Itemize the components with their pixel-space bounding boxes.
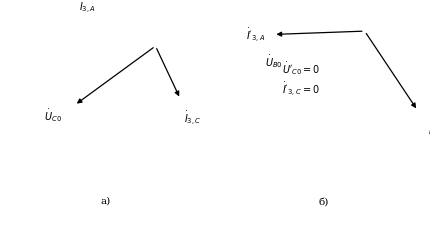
Text: $\dot{I}'_{3,A}$: $\dot{I}'_{3,A}$ [246, 26, 264, 44]
Text: а): а) [100, 196, 111, 205]
Text: $\dot{I}_{3,s}$: $\dot{I}_{3,s}$ [427, 121, 430, 139]
Text: $\dot{I}'_{3,C} = 0$: $\dot{I}'_{3,C} = 0$ [281, 81, 319, 99]
Text: б): б) [317, 196, 328, 205]
Text: $\dot{U}'_{C0} = 0$: $\dot{U}'_{C0} = 0$ [281, 60, 319, 77]
Text: $\dot{U}_{B0}$: $\dot{U}_{B0}$ [264, 53, 282, 70]
Text: $\dot{I}_{3,A}$: $\dot{I}_{3,A}$ [79, 0, 96, 16]
Text: $\dot{I}_{3,C}$: $\dot{I}_{3,C}$ [183, 109, 200, 127]
Text: $\dot{U}_{C0}$: $\dot{U}_{C0}$ [44, 107, 62, 124]
